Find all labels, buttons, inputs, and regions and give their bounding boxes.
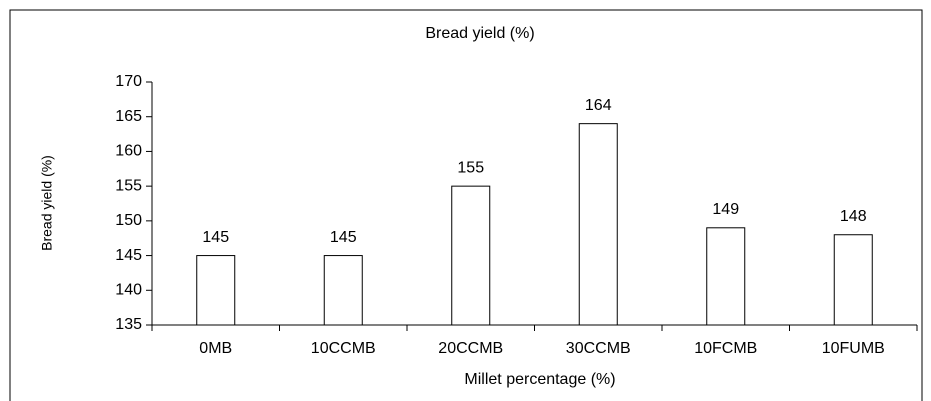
data-label: 149 [712, 201, 739, 218]
x-tick-label: 10FCMB [694, 340, 757, 357]
x-tick-label: 0MB [199, 340, 232, 357]
data-label: 145 [202, 229, 229, 246]
y-tick-label: 135 [115, 316, 142, 333]
bar [323, 255, 363, 326]
frame [9, 9, 923, 401]
y-tick-label: 170 [115, 73, 142, 90]
x-tick-label: 10FUMB [822, 340, 885, 357]
bar [451, 185, 491, 326]
bar [706, 227, 746, 326]
y-tick-label: 140 [115, 282, 142, 299]
y-tick-label: 150 [115, 212, 142, 229]
data-label: 148 [840, 208, 867, 225]
x-axis-label: Millet percentage (%) [464, 371, 615, 388]
y-tick-label: 165 [115, 108, 142, 125]
y-axis-label: Bread yield (%) [39, 155, 55, 251]
y-tick-label: 155 [115, 177, 142, 194]
y-tick-label: 160 [115, 143, 142, 160]
data-label: 164 [585, 97, 612, 114]
x-tick-label: 10CCMB [311, 340, 376, 357]
x-tick-label: 30CCMB [566, 340, 631, 357]
data-label: 145 [330, 229, 357, 246]
y-tick-label: 145 [115, 247, 142, 264]
bar [833, 234, 873, 326]
chart-title: Bread yield (%) [425, 25, 534, 42]
bar [196, 255, 236, 326]
bar [578, 123, 618, 326]
x-tick-label: 20CCMB [438, 340, 503, 357]
data-label: 155 [457, 159, 484, 176]
